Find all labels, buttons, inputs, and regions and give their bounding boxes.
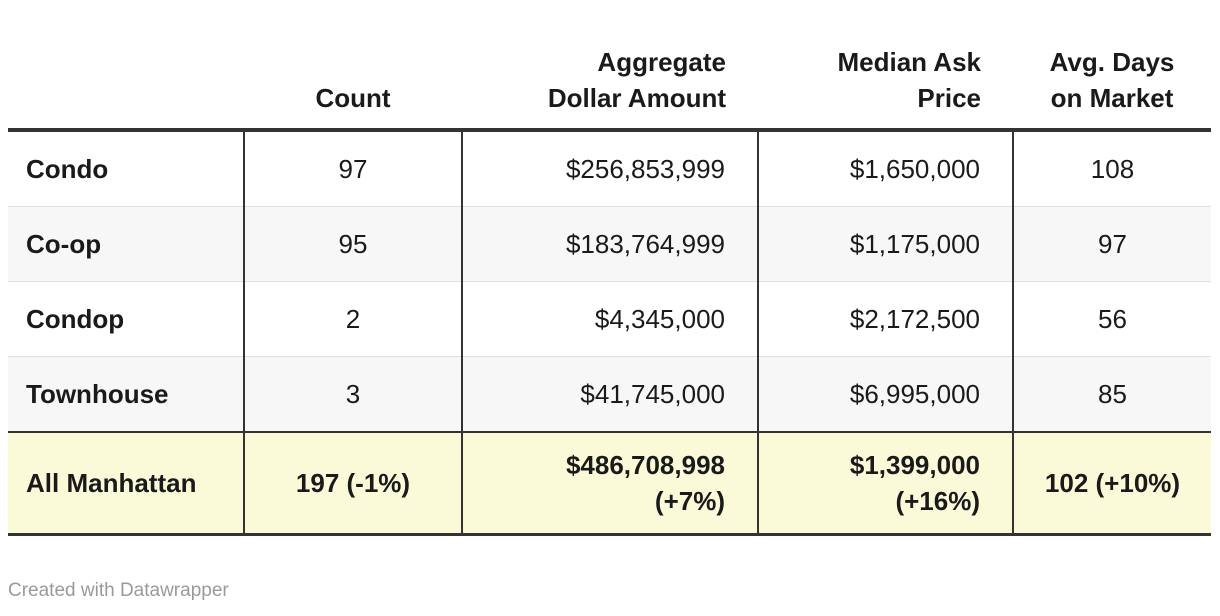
cell-count: 97 — [243, 130, 462, 207]
cell-median-ask-price: $6,995,000 — [757, 356, 1013, 432]
cell-aggregate-dollar-amount: $486,708,998 (+7%) — [461, 431, 758, 536]
header-row: Count Aggregate Dollar Amount Median Ask P… — [8, 0, 1211, 132]
cell-avg-days-on-market: 102 (+10%) — [1012, 431, 1211, 536]
column-header-median-ask-price: Median Ask Price — [758, 0, 1013, 132]
cell-count: 95 — [243, 206, 462, 282]
manhattan-sales-table: Count Aggregate Dollar Amount Median Ask P… — [8, 0, 1212, 536]
cell-avg-days-on-market: 56 — [1012, 281, 1211, 357]
row-label: Co-op — [8, 206, 244, 282]
column-header-count: Count — [244, 0, 462, 132]
column-header-aggregate-dollar-amount: Aggregate Dollar Amount — [462, 0, 758, 132]
row-label: Townhouse — [8, 356, 244, 432]
column-header-label: Aggregate — [597, 47, 726, 77]
data-table: Count Aggregate Dollar Amount Median Ask P… — [8, 0, 1211, 536]
table-row-co-op: Co-op 95 $183,764,999 $1,175,000 97 — [8, 206, 1211, 282]
cell-median-ask-price: $2,172,500 — [757, 281, 1013, 357]
row-label: All Manhattan — [8, 431, 244, 536]
column-header-label: Count — [315, 83, 391, 113]
table-row-townhouse: Townhouse 3 $41,745,000 $6,995,000 85 — [8, 356, 1211, 432]
table-row-all-manhattan-total: All Manhattan 197 (-1%) $486,708,998 (+7%… — [8, 431, 1211, 536]
column-header-label: Median Ask — [837, 47, 981, 77]
row-label: Condo — [26, 154, 109, 184]
cell-aggregate-dollar-amount: $4,345,000 — [461, 281, 758, 357]
table-row-condo: Condo 97 $256,853,999 $1,650,000 108 — [8, 130, 1211, 207]
cell-aggregate-dollar-amount: $183,764,999 — [461, 206, 758, 282]
column-header-avg-days-on-market: Avg. Days on Market — [1013, 0, 1211, 132]
cell-avg-days-on-market: 85 — [1012, 356, 1211, 432]
cell-count: 2 — [243, 281, 462, 357]
cell-median-ask-price: $1,399,000 (+16%) — [757, 431, 1013, 536]
row-label: Condop — [8, 281, 244, 357]
cell-count: 197 (-1%) — [243, 431, 462, 536]
cell-median-ask-price: $1,175,000 — [757, 206, 1013, 282]
table-row-condop: Condop 2 $4,345,000 $2,172,500 56 — [8, 281, 1211, 357]
cell-avg-days-on-market: 97 — [1012, 206, 1211, 282]
datawrapper-attribution[interactable]: Created with Datawrapper — [8, 580, 229, 601]
cell-aggregate-dollar-amount: $41,745,000 — [461, 356, 758, 432]
cell-aggregate-dollar-amount: $256,853,999 — [461, 130, 758, 207]
cell-avg-days-on-market: 108 — [1012, 130, 1211, 207]
column-header-property-type — [8, 0, 244, 132]
cell-median-ask-price: $1,650,000 — [757, 130, 1013, 207]
cell-count: 3 — [243, 356, 462, 432]
column-header-label: Avg. Days — [1049, 47, 1175, 77]
